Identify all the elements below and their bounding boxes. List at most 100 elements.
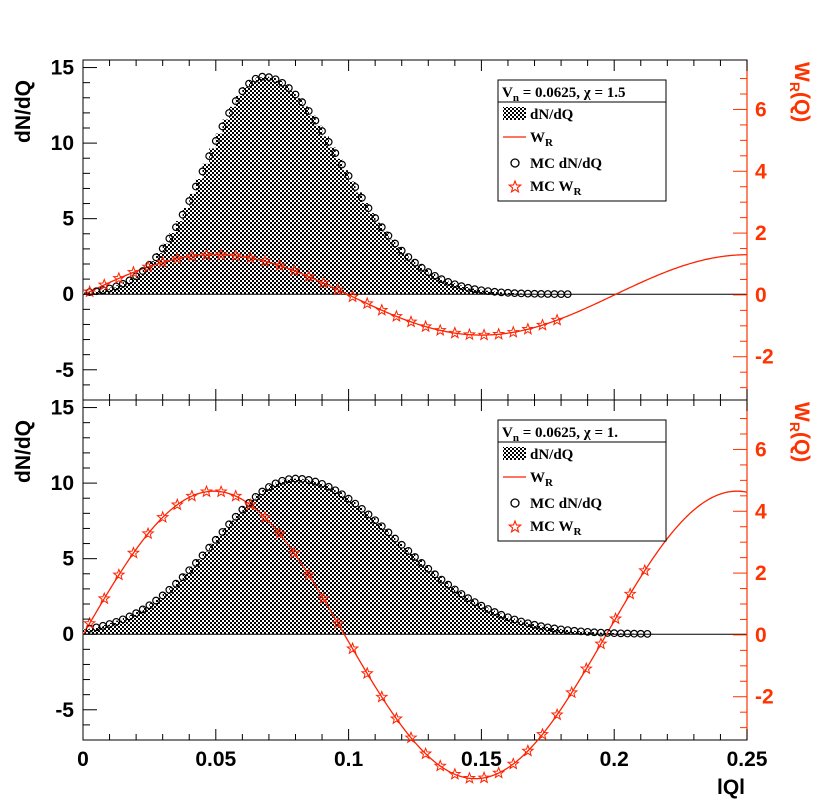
mc-dndq-marker bbox=[351, 499, 360, 508]
mc-wr-marker bbox=[579, 661, 593, 675]
histogram-bar bbox=[129, 278, 137, 295]
mc-wr-marker bbox=[477, 770, 491, 784]
histogram-bar bbox=[235, 513, 243, 635]
top-legend-entry-1: WR bbox=[530, 130, 554, 149]
histogram-bar bbox=[288, 91, 296, 295]
bottom-legend-entry-3-sub: R bbox=[573, 526, 582, 538]
mc-wr-marker bbox=[229, 489, 243, 502]
mc-wr-marker bbox=[521, 322, 535, 335]
mc-dndq-marker bbox=[165, 234, 174, 243]
mc-dndq-marker bbox=[417, 559, 426, 567]
x-axis-title: lQl bbox=[717, 776, 745, 799]
mc-wr-marker bbox=[302, 568, 316, 581]
mc-dndq-marker bbox=[158, 244, 167, 253]
mc-dndq-marker bbox=[205, 152, 214, 161]
histogram-bar bbox=[222, 119, 230, 295]
histogram-bar bbox=[102, 624, 110, 635]
mc-dndq-marker bbox=[278, 78, 287, 87]
histogram-bar bbox=[189, 193, 197, 295]
mc-dndq-marker bbox=[384, 231, 393, 240]
histogram-bar bbox=[96, 626, 104, 635]
bottom-legend-entry-1-main: W bbox=[530, 470, 545, 486]
mc-dndq-marker bbox=[152, 253, 160, 262]
histogram-bar bbox=[295, 98, 303, 295]
top-y-axis-title: dN/dQ bbox=[12, 80, 35, 143]
bottom-y-axis-title: dN/dQ bbox=[12, 420, 35, 483]
histogram-bar bbox=[209, 148, 217, 295]
mc-wr-marker bbox=[316, 276, 330, 289]
mc-dndq-marker bbox=[198, 167, 207, 176]
right-tick-label: 0 bbox=[755, 624, 767, 647]
mc-wr-marker bbox=[448, 326, 462, 339]
mc-wr-marker bbox=[97, 277, 111, 291]
mc-dndq-marker bbox=[324, 138, 333, 146]
mc-wr-marker bbox=[492, 327, 506, 340]
mc-wr-marker bbox=[535, 318, 550, 331]
wr-curve bbox=[82, 490, 748, 780]
mc-dndq-marker bbox=[331, 149, 340, 158]
histogram-bar bbox=[202, 163, 210, 295]
mc-dndq-marker bbox=[424, 564, 433, 573]
histogram-bar bbox=[401, 547, 409, 635]
histogram-bar bbox=[428, 571, 436, 635]
histogram-bar bbox=[421, 269, 429, 295]
histogram-bar bbox=[156, 253, 163, 295]
mc-dndq-marker bbox=[298, 98, 307, 107]
top-legend-entry-2: MC dN/dQ bbox=[530, 156, 602, 172]
top-legend-header-sub: n bbox=[513, 92, 519, 104]
mc-dndq-marker bbox=[477, 601, 486, 610]
histogram-bar bbox=[388, 239, 396, 295]
histogram-bar bbox=[109, 287, 117, 295]
histogram-bar bbox=[355, 192, 363, 295]
histogram-bar bbox=[175, 221, 183, 295]
mc-dndq-marker bbox=[397, 246, 406, 255]
mc-dndq-marker bbox=[384, 528, 393, 537]
histogram-bar bbox=[441, 280, 449, 295]
histogram-bar bbox=[89, 628, 97, 635]
histogram-bar bbox=[116, 620, 124, 635]
bottom-legend-box bbox=[497, 419, 667, 542]
top-panel-ticks: -5 0 5 10 15 -2 0 2 4 6 bbox=[51, 57, 774, 401]
histogram-bar bbox=[534, 625, 542, 635]
mc-dndq-marker bbox=[158, 591, 167, 600]
bottom-panel-marks bbox=[82, 474, 748, 784]
top-legend-circle-swatch bbox=[510, 158, 520, 168]
histogram-bar bbox=[401, 253, 409, 295]
mc-wr-marker bbox=[199, 484, 214, 498]
histogram-bar bbox=[335, 158, 343, 295]
bottom-legend-header: Vn = 0.0625, χ = 1. bbox=[502, 425, 618, 444]
mc-dndq-marker bbox=[411, 553, 419, 561]
mc-dndq-marker bbox=[165, 585, 174, 594]
histogram-bar bbox=[308, 115, 316, 295]
histogram-bar bbox=[229, 106, 237, 295]
histogram-bar bbox=[142, 607, 150, 635]
histogram-bar bbox=[175, 580, 183, 635]
histogram-bar bbox=[408, 259, 416, 295]
histogram-bar bbox=[122, 282, 130, 295]
histogram-bar bbox=[341, 170, 349, 295]
mc-wr-marker bbox=[126, 265, 141, 278]
histogram-bar bbox=[501, 616, 509, 635]
mc-dndq-marker bbox=[265, 483, 273, 491]
mc-wr-marker bbox=[433, 759, 447, 772]
mc-dndq-marker bbox=[484, 605, 492, 613]
mc-wr-marker bbox=[214, 247, 228, 261]
mc-dndq-marker bbox=[497, 610, 506, 619]
top-legend-entry-0: dN/dQ bbox=[530, 107, 574, 123]
left-tick-label: 0 bbox=[62, 283, 74, 306]
histogram-bar bbox=[136, 273, 144, 295]
histogram-bar bbox=[488, 610, 495, 635]
mc-wr-marker bbox=[360, 666, 374, 680]
mc-dndq-marker bbox=[351, 183, 360, 191]
histogram-bar bbox=[541, 626, 549, 635]
mc-dndq-marker bbox=[338, 490, 346, 499]
mc-wr-marker bbox=[229, 248, 243, 262]
mc-dndq-marker bbox=[172, 223, 180, 232]
histogram-bar bbox=[215, 133, 223, 295]
histogram-bar bbox=[521, 622, 529, 635]
histogram-bar bbox=[415, 265, 422, 295]
mc-dndq-marker bbox=[185, 197, 194, 205]
mc-dndq-marker bbox=[271, 479, 280, 488]
histogram-bar bbox=[448, 283, 456, 295]
